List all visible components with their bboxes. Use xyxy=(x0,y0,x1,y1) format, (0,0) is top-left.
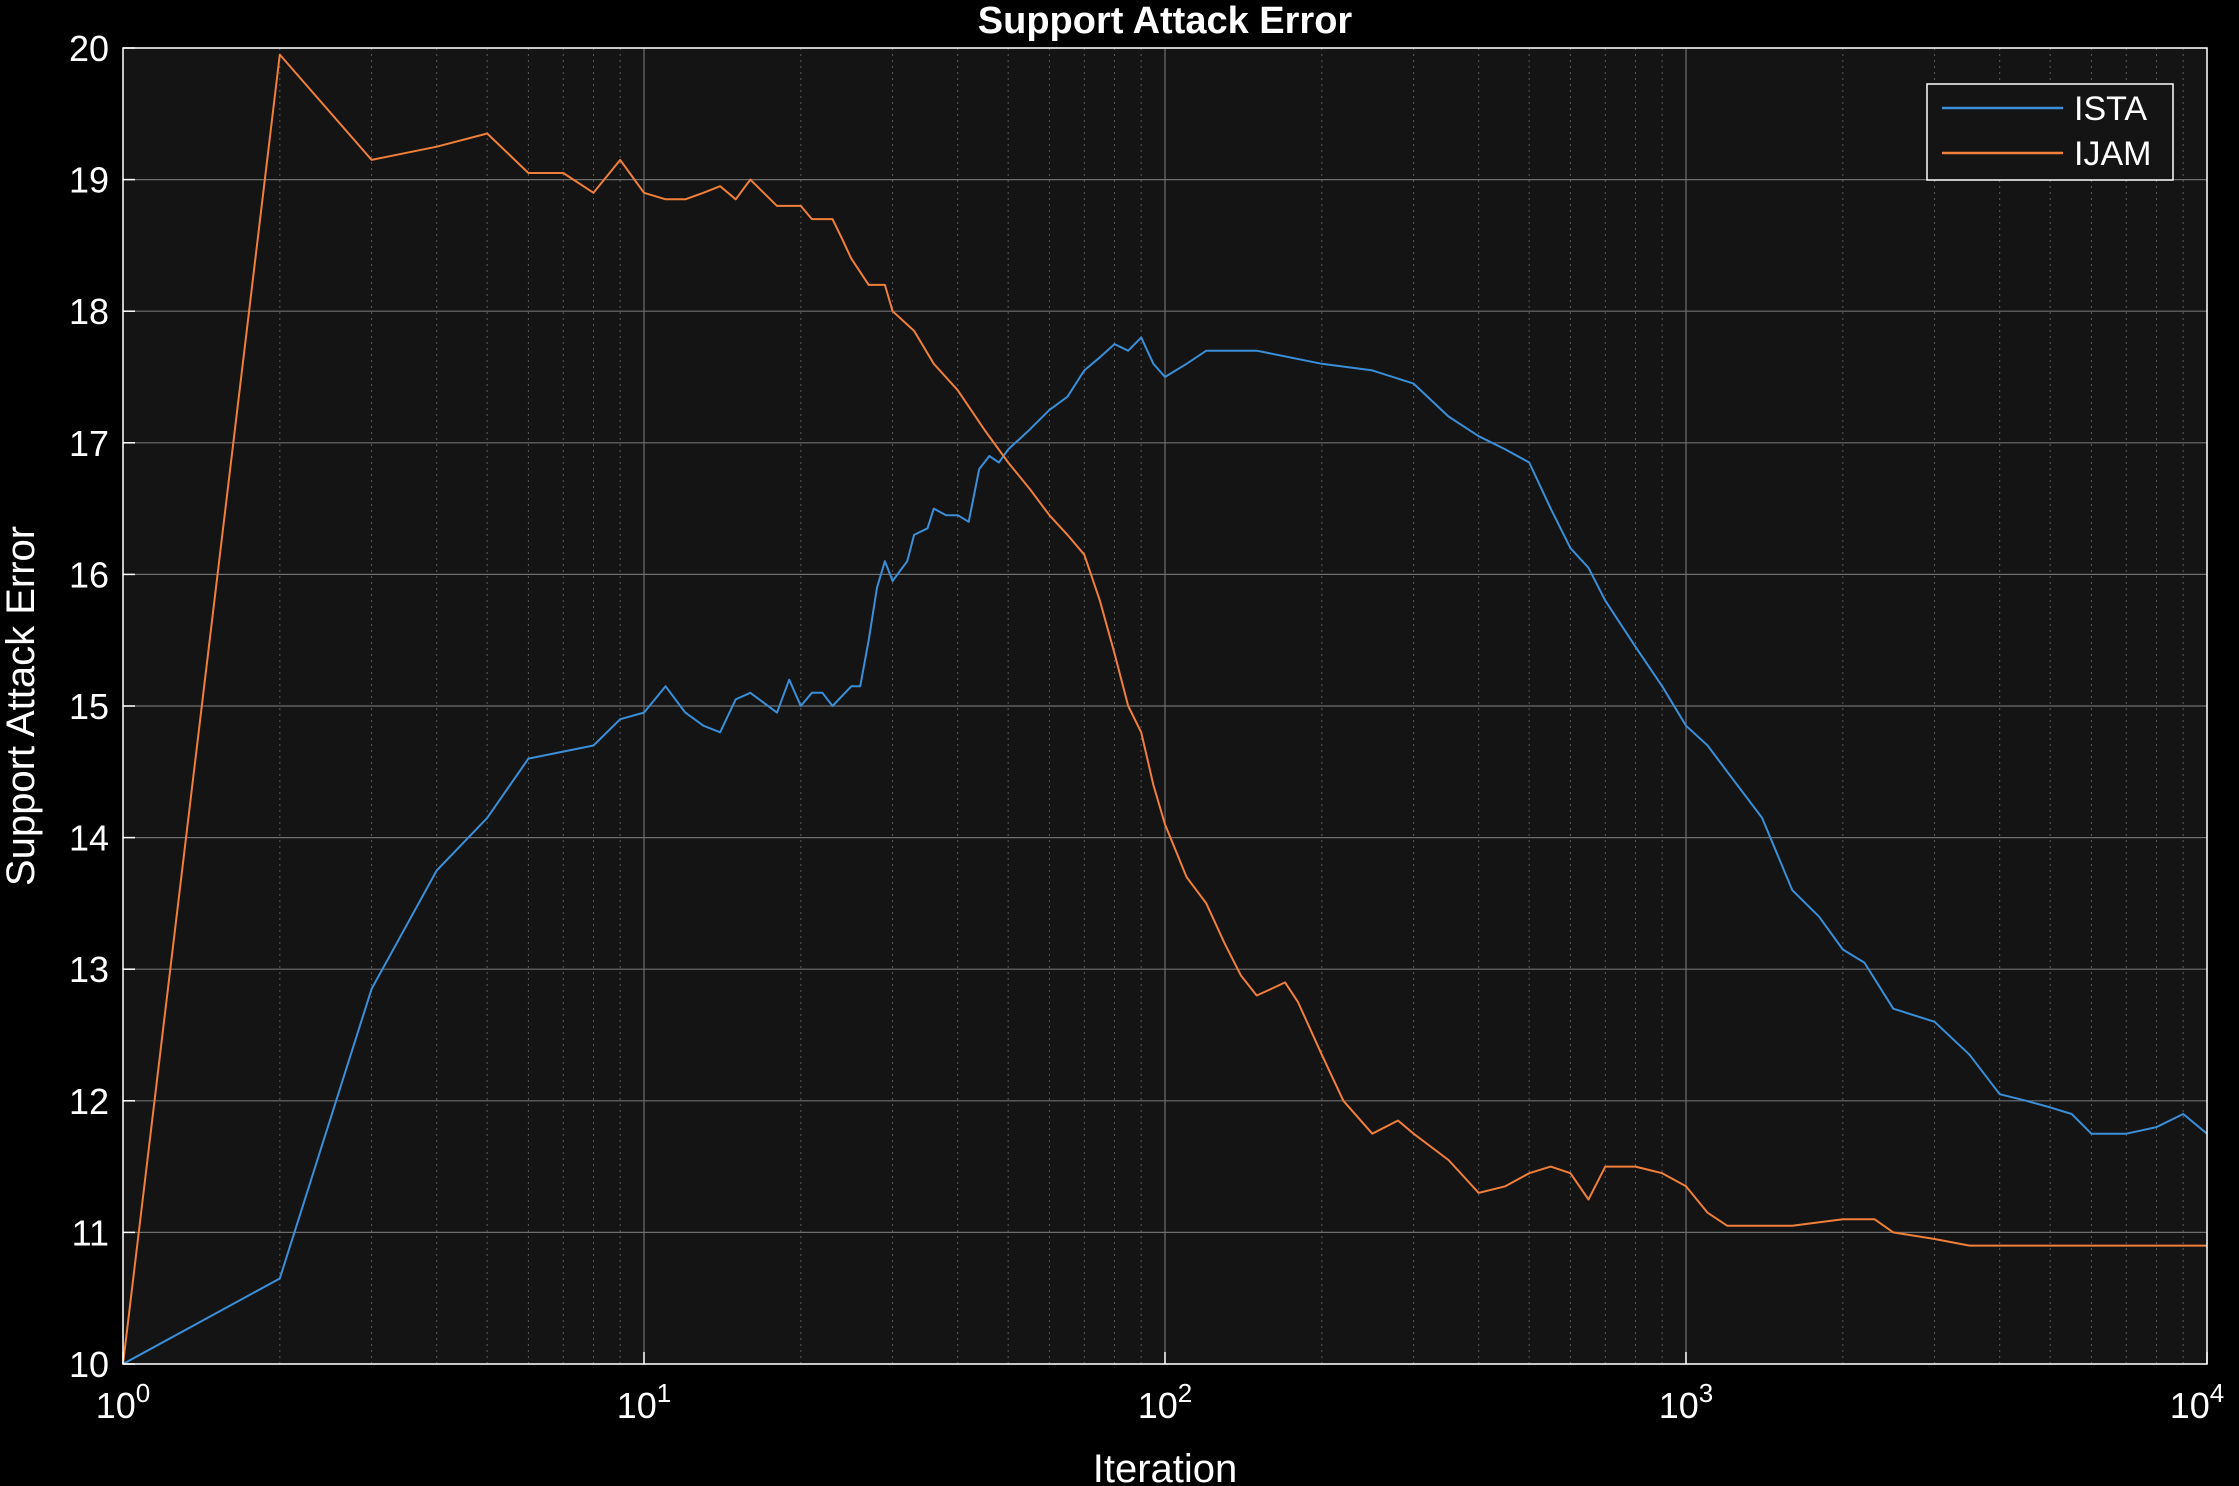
y-tick-label: 14 xyxy=(69,818,109,859)
y-tick-label: 19 xyxy=(69,160,109,201)
x-axis-label: Iteration xyxy=(1093,1447,1238,1486)
y-tick-label: 17 xyxy=(69,423,109,464)
y-tick-label: 11 xyxy=(72,1212,109,1253)
y-tick-label: 18 xyxy=(69,291,109,332)
series-line-ista xyxy=(122,336,2208,1365)
x-tick-label: 102 xyxy=(1138,1378,1193,1426)
y-tick-label: 20 xyxy=(69,28,109,69)
legend: ISTA IJAM xyxy=(1926,83,2174,181)
y-tick-label: 13 xyxy=(69,949,109,990)
legend-label-ista: ISTA xyxy=(2074,90,2147,128)
x-tick-label: 104 xyxy=(2170,1378,2225,1426)
x-tick-label: 103 xyxy=(1659,1378,1714,1426)
chart-title: Support Attack Error xyxy=(978,0,1353,42)
x-tick-labels: 100 101 102 103 104 xyxy=(96,1352,2225,1426)
series-layer xyxy=(122,53,2208,1365)
series-line-ijam xyxy=(122,53,2207,1365)
y-axis-label: Support Attack Error xyxy=(0,526,43,886)
y-tick-label: 15 xyxy=(69,686,109,727)
legend-box xyxy=(1926,83,2174,181)
y-tick-label: 10 xyxy=(69,1344,109,1385)
y-tick-label: 16 xyxy=(69,554,109,595)
x-tick-label: 101 xyxy=(617,1378,672,1426)
y-tick-labels: 10 11 12 13 14 15 16 17 18 19 20 xyxy=(69,28,135,1385)
y-tick-label: 12 xyxy=(69,1081,109,1122)
x-tick-label: 100 xyxy=(96,1378,151,1426)
legend-label-ijam: IJAM xyxy=(2074,135,2151,173)
